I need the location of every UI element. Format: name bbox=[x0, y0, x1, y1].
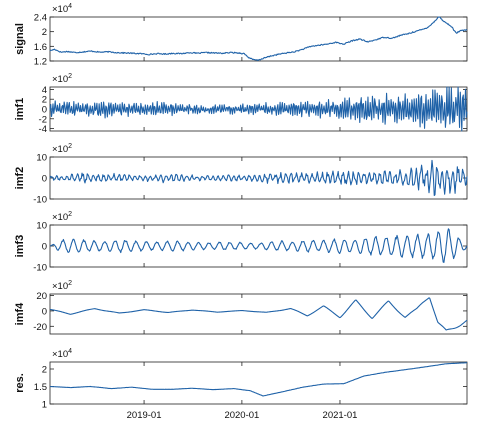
y-tick-label: 10 bbox=[36, 153, 47, 164]
y-tick-label: -10 bbox=[33, 195, 47, 206]
exponent-power: 2 bbox=[68, 73, 72, 80]
series-line-imf2 bbox=[49, 159, 468, 197]
y-tick-label: 2 bbox=[42, 365, 47, 376]
x-tick-label: 2019-01 bbox=[127, 410, 162, 421]
y-axis-label: signal bbox=[14, 23, 26, 55]
y-tick-label: 20 bbox=[36, 291, 47, 302]
exponent-power: 2 bbox=[68, 143, 72, 150]
y-tick-label: 0 bbox=[42, 242, 47, 253]
y-tick-label: 1.2 bbox=[34, 57, 47, 68]
y-tick-label: 0 bbox=[42, 174, 47, 185]
y-tick-label: 0 bbox=[42, 105, 47, 116]
series-line-imf1 bbox=[49, 86, 468, 132]
axes-box bbox=[49, 16, 468, 62]
y-tick-label: 2 bbox=[42, 95, 47, 106]
y-axis-label: imf2 bbox=[14, 167, 26, 190]
y-tick-label: 1.6 bbox=[34, 42, 47, 53]
exponent-label: ×102 bbox=[52, 73, 72, 85]
y-axis-label: imf3 bbox=[14, 235, 26, 258]
y-tick-label: 0 bbox=[42, 306, 47, 317]
exponent-label: ×102 bbox=[52, 143, 72, 155]
panel-imf4: -20 0 20 ×102 imf4 bbox=[14, 280, 468, 335]
series-line-imf4 bbox=[49, 297, 468, 331]
y-tick-label: 1 bbox=[42, 400, 47, 411]
y-axis-label: imf4 bbox=[14, 302, 26, 326]
exponent-label: ×102 bbox=[52, 211, 72, 223]
series-line-imf3 bbox=[49, 228, 468, 263]
y-tick-label: 4 bbox=[42, 85, 47, 96]
axes-box bbox=[49, 361, 468, 405]
exponent-power: 2 bbox=[68, 280, 72, 287]
exponent-power: 4 bbox=[68, 348, 72, 355]
panel-imf3: -10 0 10 ×102 imf3 bbox=[14, 211, 468, 274]
y-axis-label: imf1 bbox=[14, 98, 26, 121]
x-tick-label: 2020-01 bbox=[224, 410, 259, 421]
panel-imf2: -10 0 10 ×102 imf2 bbox=[14, 143, 468, 206]
y-tick-label: 2.4 bbox=[34, 13, 47, 24]
y-tick-label: 10 bbox=[36, 221, 47, 232]
axes-box bbox=[49, 293, 468, 335]
y-tick-label: 1.5 bbox=[34, 382, 47, 393]
exponent-label: ×104 bbox=[52, 3, 72, 15]
exponent-label: ×104 bbox=[52, 348, 72, 360]
y-tick-label: -10 bbox=[33, 263, 47, 274]
panel-signal: 1.2 1.6 2 2.4 ×104 signal bbox=[14, 3, 468, 68]
series-line-signal bbox=[49, 16, 468, 62]
panel-res: 1 1.5 2 2019-01 2020-01 2021-01 ×104 res. bbox=[14, 348, 468, 421]
series-line-res bbox=[49, 362, 468, 397]
y-tick-label: -4 bbox=[39, 124, 47, 135]
y-axis-label: res. bbox=[14, 373, 26, 393]
exponent-power: 4 bbox=[68, 3, 72, 10]
y-tick-label: -20 bbox=[33, 322, 47, 333]
exponent-label: ×102 bbox=[52, 280, 72, 292]
y-tick-label: 2 bbox=[42, 27, 47, 38]
y-tick-label: -2 bbox=[39, 114, 47, 125]
exponent-power: 2 bbox=[68, 211, 72, 218]
x-tick-label: 2021-01 bbox=[323, 410, 358, 421]
